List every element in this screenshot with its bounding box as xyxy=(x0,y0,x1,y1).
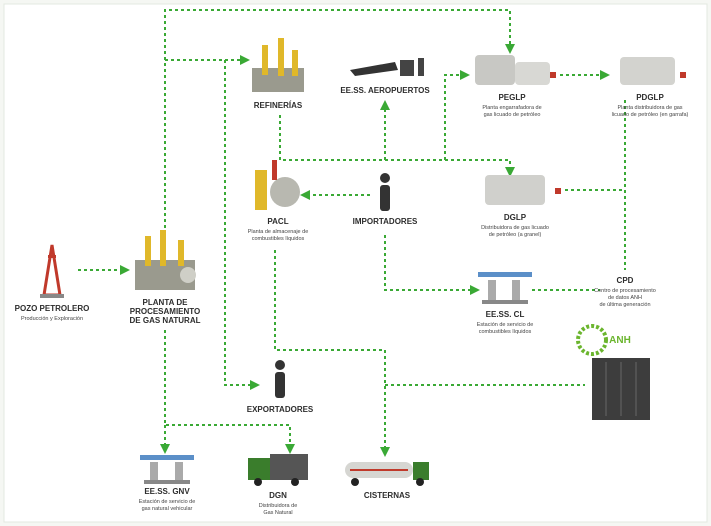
node-title: PACL xyxy=(267,217,288,226)
node-title: PLANTA DE xyxy=(143,298,189,307)
node-subtitle: Estación de servicio de xyxy=(139,499,196,505)
node-subtitle: de datos ANH xyxy=(608,295,642,301)
node-title: EXPORTADORES xyxy=(247,405,314,414)
node-subtitle: combustibles líquidos xyxy=(252,236,305,242)
node-subtitle: de última generación xyxy=(599,302,650,308)
node-subtitle: Gas Natural xyxy=(263,510,292,516)
diagram: ANH xyxy=(0,0,711,526)
node-subtitle: gas natural vehicular xyxy=(142,506,193,512)
node-title: CISTERNAS xyxy=(364,491,411,500)
node-subtitle: gas licuado de petróleo xyxy=(484,112,541,118)
node-title: REFINERÍAS xyxy=(254,101,303,110)
node-subtitle: Planta engarrafadora de xyxy=(482,105,541,111)
node-title: EE.SS. AEROPUERTOS xyxy=(340,86,430,95)
node-subtitle: Distribuidora de gas licuado xyxy=(481,225,549,231)
exporter-person-icon xyxy=(275,360,285,398)
node-title: PDGLP xyxy=(636,93,664,102)
node-subtitle: Estación de servicio de xyxy=(477,322,534,328)
node-title: PROCESAMIENTO xyxy=(130,307,201,316)
node-title: POZO PETROLERO xyxy=(15,304,90,313)
node-subtitle: Planta distribuidora de gas xyxy=(617,105,682,111)
node-title: CPD xyxy=(617,276,634,285)
node-title: EE.SS. CL xyxy=(486,310,525,319)
logo-text: ANH xyxy=(609,335,631,346)
node-subtitle: Producción y Exploración xyxy=(21,316,83,322)
node-title: IMPORTADORES xyxy=(353,217,418,226)
node-title: DGN xyxy=(269,491,287,500)
node-subtitle: combustibles líquidos xyxy=(479,329,532,335)
node-subtitle: Distribuidora de xyxy=(259,503,298,509)
node-title: PEGLP xyxy=(498,93,526,102)
node-subtitle: Centro de procesamiento xyxy=(594,288,656,294)
panel xyxy=(4,4,707,522)
importer-person-icon xyxy=(380,173,390,211)
node-title: EE.SS. GNV xyxy=(144,487,190,496)
node-subtitle: licuado de petróleo (en garrafa) xyxy=(612,112,689,118)
node-subtitle: Planta de almacenaje de xyxy=(248,229,309,235)
node-title: DGLP xyxy=(504,213,527,222)
node-subtitle: de petróleo (a granel) xyxy=(489,232,542,238)
node-title: DE GAS NATURAL xyxy=(130,316,201,325)
server-icon xyxy=(592,358,650,420)
